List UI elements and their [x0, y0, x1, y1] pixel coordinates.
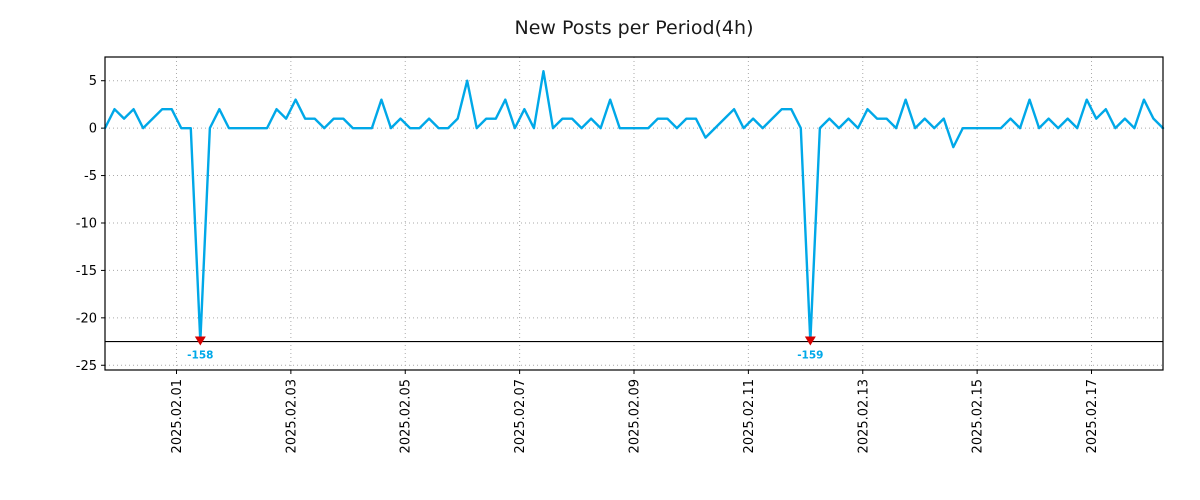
- y-tick-label: -10: [76, 216, 97, 231]
- x-tick-label: 2025.02.11: [742, 379, 757, 453]
- x-tick-label: 2025.02.17: [1085, 379, 1100, 453]
- min-marker-icon: [804, 336, 816, 346]
- y-tick-label: -25: [76, 359, 97, 374]
- y-tick-label: 0: [89, 122, 97, 137]
- x-tick-label: 2025.02.03: [284, 379, 299, 453]
- y-tick-label: -15: [76, 264, 97, 279]
- x-tick-label: 2025.02.07: [513, 379, 528, 453]
- y-tick-label: -20: [76, 311, 97, 326]
- chart-title: New Posts per Period(4h): [515, 17, 754, 39]
- x-tick-label: 2025.02.09: [628, 379, 643, 453]
- min-value-label: -158: [187, 350, 213, 362]
- y-tick-label: 5: [89, 74, 97, 89]
- y-tick-label: -5: [84, 169, 97, 184]
- min-marker-icon: [194, 336, 206, 346]
- min-value-label: -159: [797, 350, 823, 362]
- x-tick-label: 2025.02.05: [399, 379, 414, 453]
- series-line: [103, 70, 1165, 343]
- plot-frame: [104, 56, 1164, 371]
- x-tick-label: 2025.02.13: [856, 379, 871, 453]
- plot-area: 5 0 -5 -10 -15 -20 -25 2025.02.01 2025.02.03 2025…: [76, 56, 1165, 453]
- x-tick-label: 2025.02.15: [971, 379, 986, 453]
- x-tick-label: 2025.02.01: [170, 379, 185, 453]
